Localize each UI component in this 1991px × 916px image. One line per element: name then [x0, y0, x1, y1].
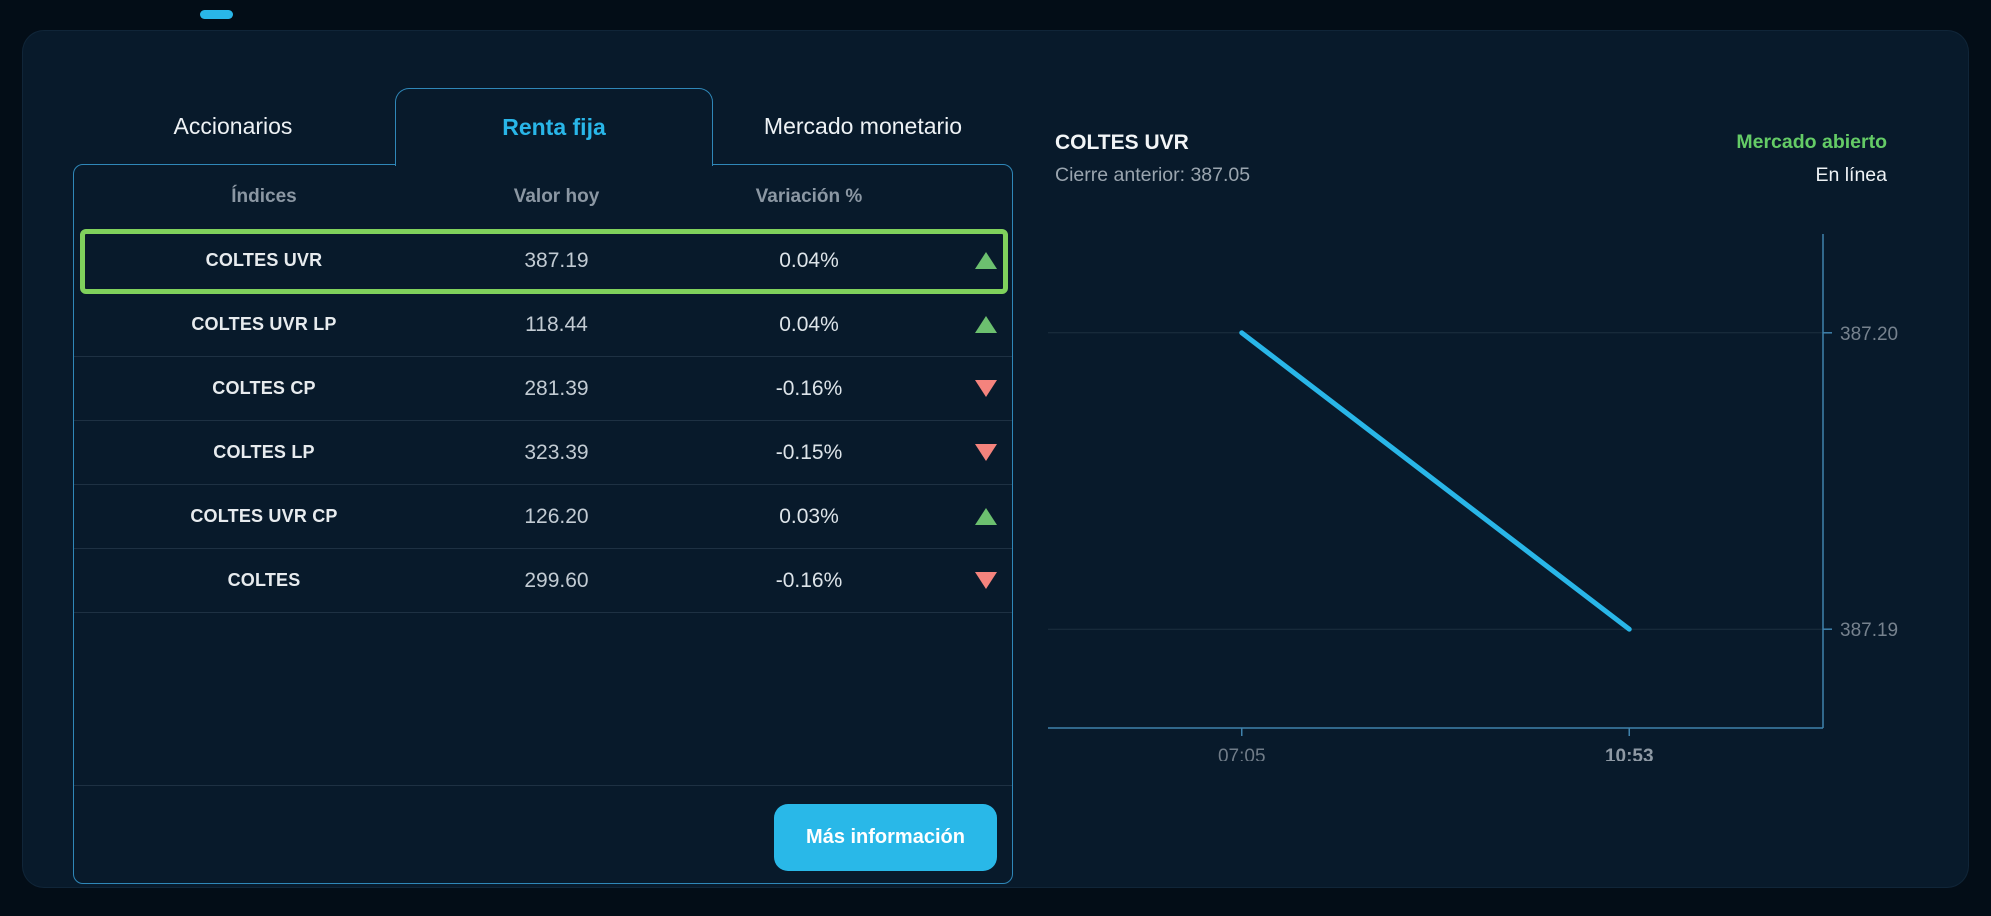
trend-cell: [959, 444, 1012, 461]
value-today-cell: 387.19: [524, 248, 589, 272]
header-valor-hoy: Valor hoy: [513, 186, 600, 207]
table-row[interactable]: COLTES UVR 387.19 0.04%: [74, 229, 1012, 294]
tab-renta-fija[interactable]: Renta fija: [395, 88, 713, 166]
header-indices: Índices: [231, 186, 297, 207]
table-body: COLTES UVR 387.19 0.04% COLTES UVR LP 11…: [74, 229, 1012, 613]
tab-mercado-monetario-label: Mercado monetario: [763, 112, 963, 139]
variation-cell: -0.16%: [775, 568, 843, 592]
index-name-cell: COLTES: [227, 570, 301, 590]
table-row[interactable]: COLTES CP 281.39 -0.16%: [74, 357, 1012, 421]
x-tick-label: 10:53: [1605, 746, 1654, 761]
trend-cell: [959, 380, 1012, 397]
arrow-up-icon: [974, 252, 997, 269]
variation-cell: 0.03%: [779, 504, 839, 528]
value-today-cell: 323.39: [524, 440, 589, 464]
tab-renta-fija-label: Renta fija: [502, 114, 606, 140]
more-info-button[interactable]: Más información: [774, 804, 997, 871]
carousel-indicator: [200, 10, 233, 19]
trend-cell: [959, 316, 1012, 333]
value-today-cell: 118.44: [525, 312, 588, 336]
value-today-cell: 281.39: [524, 376, 589, 400]
price-chart: 387.20 387.19 07:05 10:53: [1048, 234, 1898, 761]
variation-cell: -0.16%: [775, 376, 843, 400]
y-tick-label: 387.19: [1840, 620, 1898, 641]
table-row[interactable]: COLTES UVR LP 118.44 0.04%: [74, 293, 1012, 357]
index-name-cell: COLTES UVR CP: [190, 506, 338, 526]
value-today-cell: 299.60: [524, 568, 589, 592]
tab-accionarios[interactable]: Accionarios: [103, 88, 363, 164]
index-name-cell: COLTES LP: [213, 442, 315, 462]
connection-status-label: En línea: [1815, 164, 1887, 186]
arrow-down-icon: [974, 572, 997, 589]
price-line-series: [1239, 330, 1632, 632]
y-tick-label: 387.20: [1840, 324, 1898, 345]
previous-close-label: Cierre anterior: 387.05: [1055, 164, 1251, 186]
index-name-cell: COLTES CP: [212, 378, 316, 398]
market-widget-card: Accionarios Renta fija Mercado monetario…: [22, 30, 1969, 888]
tab-accionarios-label: Accionarios: [173, 112, 293, 139]
index-name-cell: COLTES UVR: [205, 250, 323, 270]
variation-cell: -0.15%: [775, 440, 843, 464]
arrow-up-icon: [974, 316, 997, 333]
tab-mercado-monetario[interactable]: Mercado monetario: [723, 88, 1003, 164]
footer-divider: [74, 785, 1012, 786]
value-today-cell: 126.20: [524, 504, 589, 528]
trend-cell: [959, 572, 1012, 589]
arrow-down-icon: [974, 380, 997, 397]
variation-cell: 0.04%: [779, 312, 839, 336]
arrow-up-icon: [974, 508, 997, 525]
chart-title: COLTES UVR: [1055, 131, 1189, 154]
trend-cell: [959, 508, 1012, 525]
table-header-row: Índices Valor hoy Variación %: [74, 165, 1012, 229]
header-variacion: Variación %: [755, 186, 863, 207]
market-status-badge: Mercado abierto: [1736, 131, 1887, 153]
table-row[interactable]: COLTES 299.60 -0.16%: [74, 549, 1012, 613]
index-name-cell: COLTES UVR LP: [191, 314, 337, 334]
indices-table: Índices Valor hoy Variación % COLTES UVR…: [73, 164, 1013, 884]
table-row[interactable]: COLTES LP 323.39 -0.15%: [74, 421, 1012, 485]
trend-cell: [959, 252, 1012, 269]
variation-cell: 0.04%: [779, 248, 839, 272]
arrow-down-icon: [974, 444, 997, 461]
table-row[interactable]: COLTES UVR CP 126.20 0.03%: [74, 485, 1012, 549]
x-tick-label: 07:05: [1218, 746, 1266, 761]
